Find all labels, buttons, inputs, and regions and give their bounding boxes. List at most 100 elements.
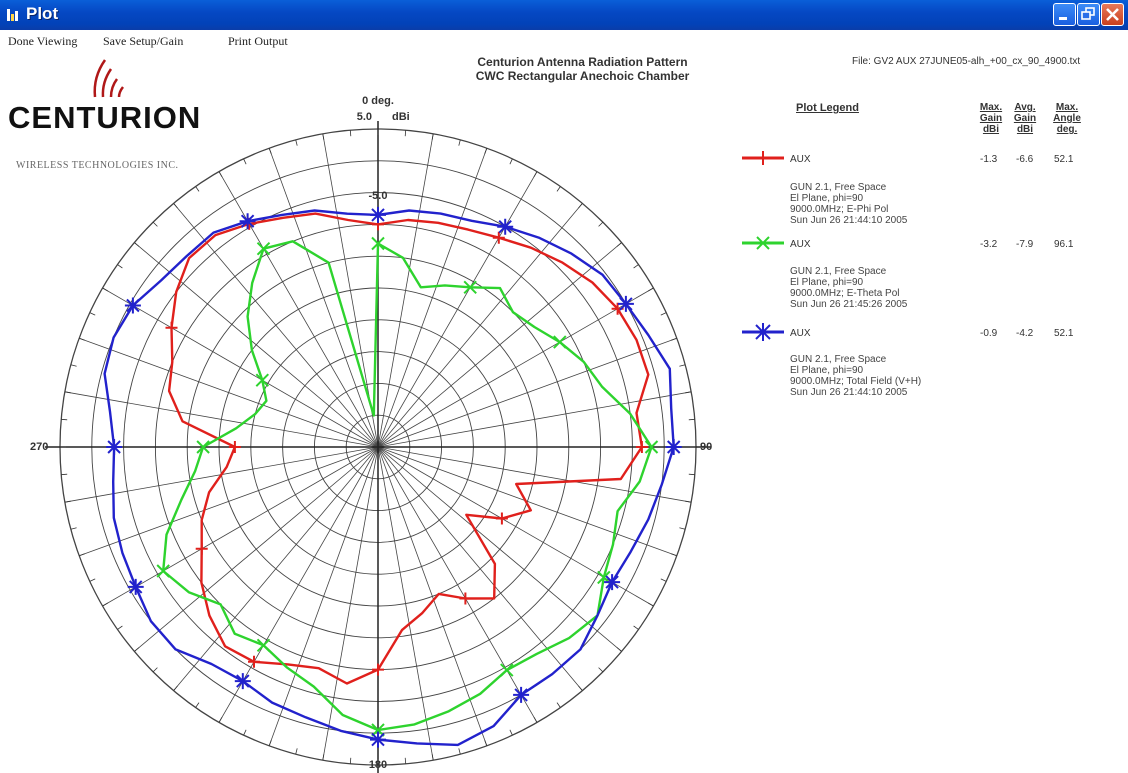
series-3-marker <box>106 439 123 455</box>
range-unit-label: dBi <box>392 111 410 123</box>
grid-spoke <box>218 171 379 448</box>
grid-tick <box>70 364 77 367</box>
grid-tick <box>578 685 583 691</box>
grid-tick <box>349 130 352 137</box>
series-line-3 <box>103 209 675 747</box>
grid-spoke <box>377 203 583 448</box>
grid-tick <box>633 264 639 269</box>
series-3-marker <box>665 439 682 455</box>
series-2-marker <box>371 723 385 737</box>
maximize-button[interactable] <box>1077 3 1100 26</box>
legend-entry-2-desc: GUN 2.1, Free Space El Plane, phi=90 9000.… <box>790 266 908 310</box>
window-titlebar[interactable]: Plot <box>0 0 1128 30</box>
grid-tick <box>648 287 654 292</box>
grid-spoke <box>268 446 379 746</box>
file-label: File: GV2 AUX 27JUNE05-alh_+00_cx_90_490… <box>852 56 1081 67</box>
minimize-button[interactable] <box>1053 3 1076 26</box>
grid-tick <box>660 312 667 316</box>
grid-spoke <box>377 148 488 448</box>
grid-tick <box>556 702 561 708</box>
series-1-marker <box>228 441 241 453</box>
menu-save-setup-gain[interactable]: Save Setup/Gain <box>103 34 184 48</box>
series-3-marker <box>370 206 386 223</box>
series-line-2 <box>162 240 653 732</box>
legend-entry-1-angle: 52.1 <box>1054 154 1074 165</box>
series-1-marker <box>195 542 208 555</box>
series-3-marker <box>617 295 634 312</box>
legend-entry-3-desc: GUN 2.1, Free Space El Plane, phi=90 9000.… <box>790 354 922 398</box>
grid-ring <box>186 255 570 639</box>
grid-tick <box>598 221 604 227</box>
grid-tick <box>173 203 178 209</box>
ring-label: -5.0 <box>369 190 388 202</box>
series-2-marker <box>463 280 477 295</box>
grid-spoke <box>377 171 538 448</box>
grid-tick <box>633 625 639 630</box>
series-2-marker <box>256 241 271 256</box>
grid-ring <box>313 382 443 512</box>
legend-entry-3-name: AUX <box>790 328 811 339</box>
legend-entry-1-avg: -6.6 <box>1016 154 1034 165</box>
grid-spoke <box>134 446 379 652</box>
angle-label-180: 180 <box>369 759 387 771</box>
grid-tick <box>616 647 622 652</box>
menu-done-viewing[interactable]: Done Viewing <box>8 34 78 48</box>
grid-ring <box>123 192 633 702</box>
chart-title: Centurion Antenna Radiation Pattern <box>477 55 688 69</box>
grid-tick <box>134 647 140 652</box>
legend-entry-2-avg: -7.9 <box>1016 239 1034 250</box>
grid-tick <box>685 391 692 394</box>
series-3-marker <box>370 731 386 748</box>
series-1-marker <box>165 321 178 334</box>
grid-tick <box>322 754 325 761</box>
legend-entry-3-avg: -4.2 <box>1016 328 1034 339</box>
chart-subtitle: CWC Rectangular Anechoic Chamber <box>475 69 690 83</box>
grid-spoke <box>79 337 379 448</box>
window-title: Plot <box>26 4 59 23</box>
grid-spoke <box>377 391 692 448</box>
series-1-marker <box>492 231 505 244</box>
series-3-marker <box>497 218 514 235</box>
grid-tick <box>671 337 677 341</box>
grid-tick <box>64 391 71 394</box>
grid-tick <box>648 602 654 607</box>
grid-spoke <box>268 148 379 448</box>
angle-label-90: 90 <box>700 441 712 453</box>
series-3-marker <box>127 578 144 595</box>
grid-spoke <box>64 391 379 448</box>
grid-tick <box>349 757 352 764</box>
grid-spoke <box>102 287 379 448</box>
grid-ring <box>218 287 538 607</box>
legend-entry-3-max: -0.9 <box>980 328 998 339</box>
company-tagline: WIRELESS TECHNOLOGIES INC. <box>16 160 179 171</box>
grid-tick <box>688 473 695 476</box>
grid-tick <box>578 203 583 209</box>
grid-tick <box>484 740 488 746</box>
grid-spoke <box>173 203 379 448</box>
grid-tick <box>79 553 85 557</box>
grid-tick <box>458 139 461 146</box>
menu-bar: Done Viewing Save Setup/Gain Print Outpu… <box>0 30 1128 50</box>
grid-spoke <box>377 446 488 746</box>
grid-tick <box>458 748 461 755</box>
grid-spoke <box>377 287 654 448</box>
series-3-marker <box>604 574 621 591</box>
series-2-marker <box>644 440 659 454</box>
legend-col-max-angle: Max. Angle deg. <box>1053 102 1081 135</box>
top-angle-label: 0 deg. <box>362 95 394 107</box>
grid-tick <box>243 729 247 736</box>
grid-tick <box>152 221 158 227</box>
grid-spoke <box>377 446 622 652</box>
grid-tick <box>102 602 108 607</box>
series-2-marker <box>156 564 170 578</box>
series-3-marker <box>239 213 256 230</box>
legend-col-avg-gain: Avg. Gain dBi <box>1013 102 1037 135</box>
grid-tick <box>61 418 68 421</box>
grid-ring <box>154 223 602 671</box>
legend-col-max-gain: Max. Gain dBi <box>979 102 1003 135</box>
close-button[interactable] <box>1101 3 1124 26</box>
menu-print-output[interactable]: Print Output <box>228 34 288 48</box>
grid-tick <box>268 148 272 154</box>
grid-tick <box>598 667 604 673</box>
grid-tick <box>509 158 513 165</box>
